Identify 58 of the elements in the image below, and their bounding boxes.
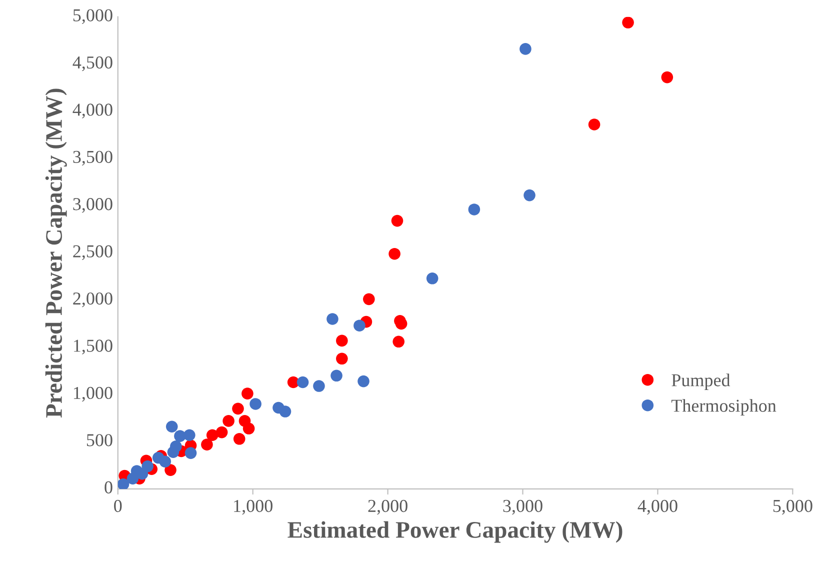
point	[661, 71, 674, 84]
y-tick-label: 4,000	[72, 104, 112, 118]
point	[336, 334, 348, 347]
y-tick-label: 2,500	[73, 245, 112, 260]
point	[242, 422, 255, 434]
point	[326, 313, 338, 325]
point	[164, 464, 176, 476]
point	[468, 204, 480, 216]
x-tick-label: 2,000	[368, 500, 408, 515]
point	[330, 370, 342, 382]
x-tick-label: 4,000	[638, 500, 678, 515]
point	[336, 352, 348, 365]
y-tick-label: 500	[86, 434, 112, 446]
point	[233, 432, 246, 445]
y-tick-label: 4,500	[72, 56, 112, 72]
point	[184, 447, 197, 459]
y-tick-label: 5,000	[73, 9, 112, 24]
point	[166, 420, 178, 433]
point	[392, 336, 404, 348]
point	[272, 402, 284, 414]
y-tick-label: 3,500	[73, 150, 112, 166]
point	[313, 380, 325, 392]
point	[222, 415, 234, 427]
point	[126, 472, 139, 484]
x-tick-label: 5,000	[773, 500, 812, 515]
point	[250, 398, 262, 410]
y-tick-label: 1,000	[74, 386, 112, 402]
point	[296, 376, 309, 388]
point	[622, 16, 634, 28]
point	[206, 429, 218, 442]
point	[588, 118, 600, 130]
point	[388, 248, 400, 260]
legend-label: Pumped	[672, 374, 730, 390]
point	[159, 456, 172, 468]
point	[242, 388, 254, 400]
x-tick-label: 0	[114, 500, 122, 512]
point	[216, 426, 228, 438]
point	[363, 293, 375, 306]
point	[167, 446, 180, 458]
point	[354, 320, 366, 332]
y-tick-label: 2,000	[73, 292, 112, 308]
point	[426, 272, 438, 284]
y-tick-label: 0	[104, 481, 112, 494]
point	[118, 478, 130, 489]
point	[232, 402, 244, 415]
y-axis-title: Predicted Power Capacity (MW)	[45, 88, 67, 418]
x-tick-label: 3,000	[503, 500, 542, 515]
y-tick-label: 1,500	[74, 340, 112, 354]
point	[524, 189, 536, 202]
point	[201, 438, 213, 450]
point	[391, 214, 404, 227]
point	[358, 375, 370, 388]
point	[184, 429, 196, 442]
x-axis-title: Estimated Power Capacity (MW)	[288, 521, 622, 543]
y-tick-label: 3,000	[73, 198, 112, 213]
legend-label: Thermosiphon	[671, 399, 776, 416]
x-tick-label: 1,000	[234, 500, 272, 515]
point	[520, 43, 532, 55]
